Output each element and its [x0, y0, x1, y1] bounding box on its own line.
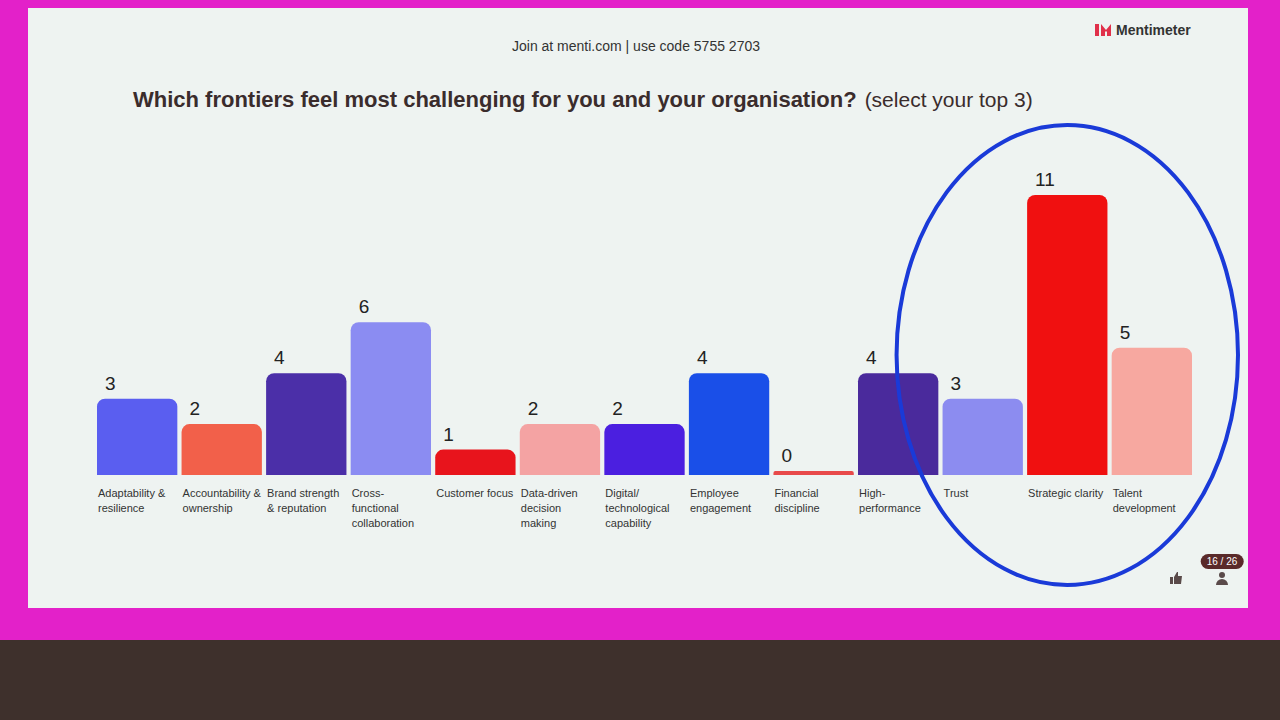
- x-tick-label-line: technological: [605, 502, 669, 514]
- counter-text: 16 / 26: [1207, 556, 1238, 567]
- x-tick: Strategic clarity: [1028, 475, 1104, 499]
- x-tick-label-line: performance: [859, 502, 921, 514]
- data-label: 2: [190, 398, 201, 419]
- x-tick: Digital/technological capability: [605, 475, 669, 529]
- x-axis: Adaptability & resilience Accountability &…: [98, 475, 1193, 529]
- subtitle: (select your top 3): [865, 88, 1033, 111]
- x-tick-label: Brand strength & reputation: [267, 487, 339, 514]
- data-label: 2: [528, 398, 539, 419]
- participants-icon: [1216, 572, 1228, 585]
- data-label: 0: [781, 445, 792, 466]
- bar: [1112, 348, 1192, 475]
- x-tick-label-line: Financial: [774, 487, 818, 499]
- x-tick-label: Trust: [944, 487, 969, 499]
- x-tick-label-line: development: [1113, 502, 1176, 514]
- x-tick-label-line: Accountability &: [183, 487, 262, 499]
- bar: [266, 373, 346, 475]
- x-tick-label-line: Brand strength: [267, 487, 339, 499]
- x-tick: Customer focus: [436, 475, 514, 499]
- x-tick: Trust: [944, 475, 983, 499]
- data-label: 5: [1120, 322, 1131, 343]
- x-tick-label-line: Data-driven: [521, 487, 578, 499]
- data-label: 4: [274, 347, 285, 368]
- x-tick: Employee engagement: [690, 475, 751, 514]
- x-axis-line: [98, 475, 1193, 476]
- x-tick-label: Employee engagement: [690, 487, 751, 514]
- x-tick-label: Cross-functional collaboration: [352, 487, 414, 529]
- bar: [1027, 195, 1107, 475]
- x-tick-label-line: Strategic clarity: [1028, 487, 1104, 499]
- join-text: Join at menti.com | use code 5755 2703: [512, 38, 760, 54]
- x-tick-label-line: Adaptability &: [98, 487, 166, 499]
- data-label: 1: [443, 424, 454, 445]
- data-label: 6: [359, 296, 370, 317]
- counter: 16 / 26: [1201, 554, 1244, 569]
- x-tick-label: High-performance: [859, 487, 921, 514]
- brand-name: Mentimeter: [1116, 22, 1191, 38]
- x-tick: Cross-functional collaboration: [352, 475, 414, 529]
- x-tick: Data-driven decision making: [521, 475, 578, 529]
- x-tick-label-line: Customer focus: [436, 487, 514, 499]
- bar: [604, 424, 684, 475]
- x-tick-label-line: collaboration: [352, 517, 414, 529]
- reaction-icon[interactable]: [1170, 572, 1182, 584]
- x-tick-label-line: Cross-: [352, 487, 385, 499]
- data-label: 2: [612, 398, 623, 419]
- bar: [97, 399, 177, 475]
- page: Join at menti.com | use code 5755 2703 Me…: [0, 0, 1280, 720]
- x-tick-label-line: functional: [352, 502, 399, 514]
- bar: [520, 424, 600, 475]
- bar: [689, 373, 769, 475]
- x-tick-label-line: Talent: [1113, 487, 1142, 499]
- bar: [943, 399, 1023, 475]
- data-label: 3: [105, 373, 116, 394]
- x-tick-label-line: ownership: [183, 502, 233, 514]
- x-tick-label-line: engagement: [690, 502, 751, 514]
- x-tick-label: Financial discipline: [774, 487, 819, 514]
- x-tick-label-line: discipline: [774, 502, 819, 514]
- x-tick-label-line: decision: [521, 502, 561, 514]
- counter-pill: [1201, 554, 1244, 569]
- logo-icon: [1095, 24, 1111, 36]
- bar: [773, 471, 853, 475]
- title: Which frontiers feel most challenging fo…: [133, 87, 857, 112]
- screen-frame: [0, 0, 1280, 640]
- bars: [97, 195, 1192, 475]
- bar: [351, 322, 431, 475]
- x-tick: Talent development: [1113, 475, 1176, 514]
- x-tick-label: Customer focus: [436, 487, 514, 499]
- x-tick-label: Adaptability & resilience: [98, 487, 166, 514]
- data-labels: 3 2 4 6 1 2 2 4 0 4 3 11 5: [105, 169, 1130, 466]
- highlight-ellipse: [897, 125, 1238, 585]
- x-tick-label-line: Trust: [944, 487, 969, 499]
- x-tick-label-line: Digital/: [605, 487, 640, 499]
- data-label: 4: [697, 347, 708, 368]
- participants-icon-head: [1219, 572, 1225, 578]
- data-label: 4: [866, 347, 877, 368]
- x-tick-label: Digital/technological capability: [605, 487, 669, 529]
- x-tick: Brand strength & reputation: [267, 475, 339, 514]
- x-tick-label-line: resilience: [98, 502, 144, 514]
- bar: [435, 450, 515, 475]
- brand-logo: Mentimeter: [1095, 22, 1191, 38]
- x-tick-label: Strategic clarity: [1028, 487, 1104, 499]
- bar: [182, 424, 262, 475]
- x-tick-label-line: making: [521, 517, 556, 529]
- x-tick: High-performance: [859, 475, 921, 514]
- data-label: 11: [1035, 169, 1055, 190]
- x-tick-label-line: Employee: [690, 487, 739, 499]
- x-tick-label: Talent development: [1113, 487, 1176, 514]
- x-tick: Financial discipline: [774, 475, 819, 514]
- data-label: 3: [951, 373, 962, 394]
- slide: [28, 8, 1248, 608]
- participants-icon-body: [1216, 579, 1228, 585]
- x-tick: Adaptability & resilience: [98, 475, 166, 514]
- x-tick-label-line: capability: [605, 517, 651, 529]
- x-tick-label-line: & reputation: [267, 502, 326, 514]
- x-tick-label: Data-driven decision making: [521, 487, 578, 529]
- x-tick: Accountability & ownership: [183, 475, 262, 514]
- x-tick-label: Accountability & ownership: [183, 487, 262, 514]
- x-tick-label-line: High-: [859, 487, 886, 499]
